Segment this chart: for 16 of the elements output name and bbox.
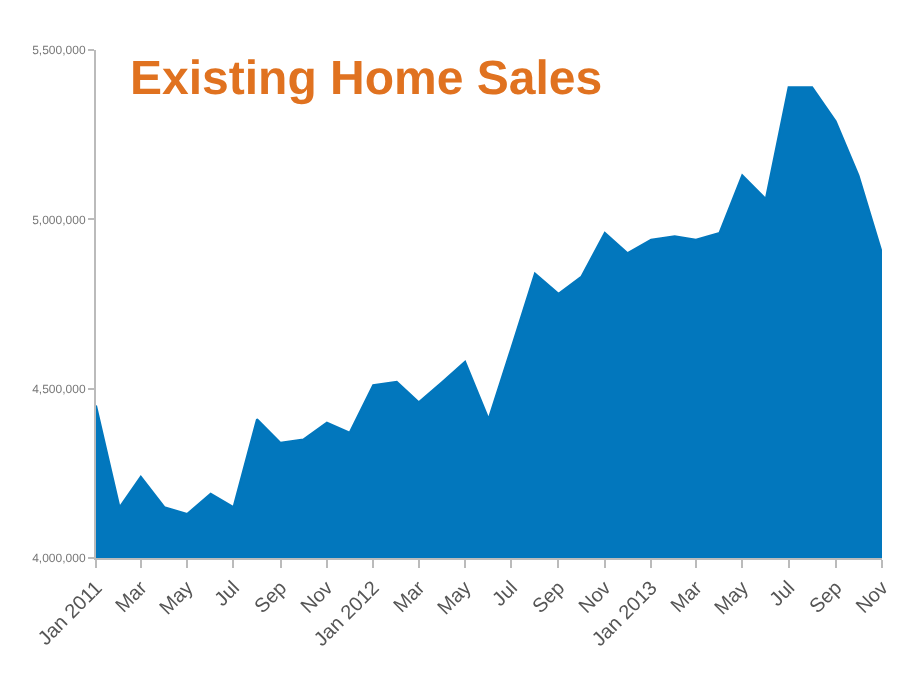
x-tick-label: Mar — [390, 576, 431, 618]
x-tick-label: May — [711, 577, 754, 621]
x-tick-label: Sep — [806, 577, 848, 619]
chart-title: Existing Home Sales — [130, 51, 603, 106]
x-tick-label: May — [156, 577, 199, 621]
x-tick-label: Nov — [852, 577, 894, 619]
x-tick-label: May — [434, 577, 477, 621]
x-tick-label: Jul — [489, 577, 523, 612]
x-tick-label: Nov — [575, 577, 617, 619]
x-tick-label: Mar — [112, 576, 154, 618]
x-tick-label: Jul — [211, 577, 245, 612]
x-tick-label: Nov — [297, 577, 339, 619]
x-tick-label: Sep — [251, 577, 293, 619]
x-tick-label: Jul — [766, 577, 800, 612]
x-tick-label: Mar — [667, 576, 709, 618]
x-tick-label: Sep — [529, 577, 571, 619]
